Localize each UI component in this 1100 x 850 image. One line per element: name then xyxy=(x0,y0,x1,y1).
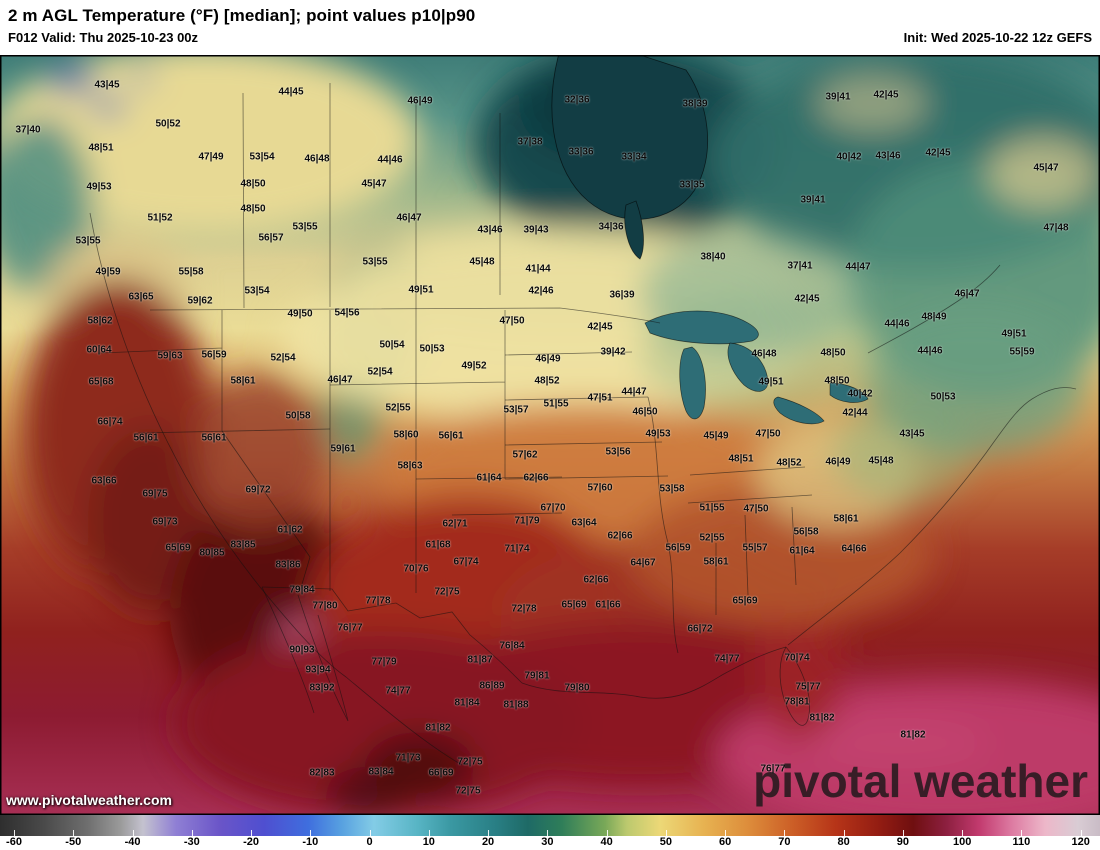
colorbar-tickmark xyxy=(428,830,430,836)
colorbar-tickmark xyxy=(1021,830,1023,836)
site-watermark: www.pivotalweather.com xyxy=(6,792,172,808)
colorbar-tick-label: 0 xyxy=(366,836,373,848)
colorbar-tickmark xyxy=(962,830,964,836)
colorbar-tick-label: 80 xyxy=(837,836,850,848)
colorbar-tick-label: 20 xyxy=(481,836,495,848)
colorbar-tick-label: 90 xyxy=(896,836,909,848)
colorbar-tickmark xyxy=(14,830,15,836)
colorbar-tickmark xyxy=(369,830,371,836)
colorbar-tick-label: 50 xyxy=(659,836,672,848)
colorbar xyxy=(0,815,1100,836)
colorbar-tickmark xyxy=(73,830,75,836)
colorbar-tickmark xyxy=(843,830,845,836)
hudson-bay xyxy=(551,55,709,260)
colorbar-tickmark xyxy=(547,830,549,836)
colorbar-tickmark xyxy=(606,830,608,836)
great-lakes xyxy=(644,310,869,425)
map-header: 2 m AGL Temperature (°F) [median]; point… xyxy=(0,0,1100,55)
init-time-label: Init: Wed 2025-10-22 12z GEFS xyxy=(903,30,1092,46)
colorbar-tickmark xyxy=(132,830,134,836)
colorbar-ticks: -60 -50 -40 -30 -20 -10 0 10 20 30 40 50 60 70 80 90 100… xyxy=(0,836,1100,850)
temperature-map-canvas[interactable] xyxy=(0,55,1100,815)
colorbar-tickmark xyxy=(191,830,193,836)
colorbar-tickmark xyxy=(488,830,490,836)
colorbar-tickmark xyxy=(902,830,904,836)
colorbar-tick-label: -20 xyxy=(243,836,259,848)
temperature-map[interactable] xyxy=(0,55,1100,815)
colorbar-tick-label: 120 xyxy=(1071,836,1090,848)
colorbar-tickmark xyxy=(725,830,727,836)
colorbar-tick-label: -10 xyxy=(302,836,319,848)
valid-time-label: F012 Valid: Thu 2025-10-23 00z xyxy=(8,30,199,46)
colorbar-tick-label: 40 xyxy=(600,836,613,848)
colorbar-tick-label: 60 xyxy=(718,836,732,848)
colorbar-tick-label: 70 xyxy=(778,836,791,848)
colorbar-tick-label: 30 xyxy=(541,836,554,848)
colorbar-tick-label: -60 xyxy=(6,836,22,848)
brand-watermark: pivotal weather xyxy=(753,755,1088,807)
colorbar-tick-label: 10 xyxy=(422,836,435,848)
map-frame xyxy=(0,55,1100,815)
colorbar-tickmark xyxy=(665,830,667,836)
colorbar-tickmark xyxy=(251,830,253,836)
colorbar-tick-label: 100 xyxy=(952,836,972,848)
map-title: 2 m AGL Temperature (°F) [median]; point… xyxy=(8,6,476,25)
colorbar-tick-label: -40 xyxy=(124,836,141,848)
colorbar-tick-label: 110 xyxy=(1012,836,1031,848)
border-lines xyxy=(89,83,1077,766)
colorbar-tick-label: -30 xyxy=(183,836,200,848)
colorbar-tickmark xyxy=(1080,830,1082,836)
colorbar-tickmark xyxy=(310,830,312,836)
colorbar-tick-label: -50 xyxy=(65,836,82,848)
colorbar-tickmark xyxy=(784,830,786,836)
